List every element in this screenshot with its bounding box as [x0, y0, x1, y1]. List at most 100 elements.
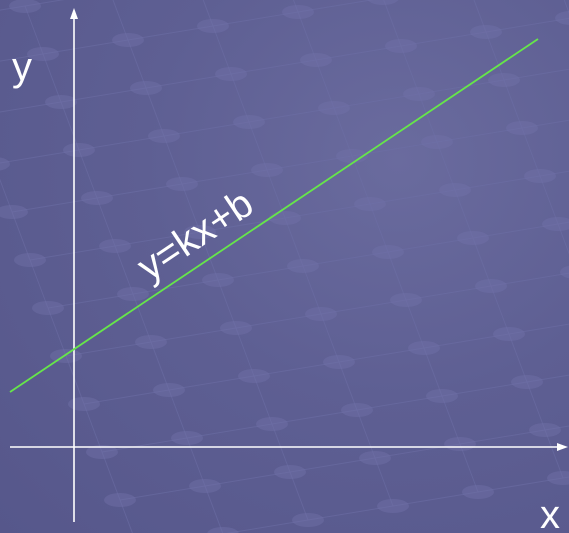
mesh-line: [521, 127, 541, 177]
mesh-node: [9, 0, 41, 13]
mesh-line: [544, 429, 564, 479]
mesh-line: [423, 347, 443, 397]
mesh-line: [212, 25, 232, 75]
mesh-node: [184, 225, 216, 239]
mesh-line: [387, 251, 407, 301]
mesh-line: [503, 79, 523, 129]
mesh-node: [99, 239, 131, 253]
mesh-line: [418, 93, 438, 143]
mesh-line: [11, 197, 98, 213]
mesh-node: [529, 423, 561, 437]
mesh-line: [119, 485, 206, 501]
mesh-line: [400, 45, 420, 95]
mesh-line: [485, 17, 569, 33]
mesh-line: [441, 381, 528, 397]
mesh-line: [230, 59, 317, 75]
mesh-line: [521, 119, 569, 129]
mesh-line: [490, 285, 510, 335]
mesh-line: [356, 409, 376, 459]
mesh-node: [359, 451, 391, 465]
mesh-line: [29, 259, 49, 309]
mesh-line: [0, 101, 62, 113]
mesh-line: [83, 403, 103, 453]
mesh-node: [148, 129, 180, 143]
mesh-line: [101, 451, 121, 501]
mesh-node: [274, 465, 306, 479]
mesh-line: [297, 11, 317, 61]
mesh-node: [63, 143, 95, 157]
mesh-node: [233, 115, 265, 129]
mesh-node: [171, 431, 203, 445]
mesh-line: [235, 327, 255, 377]
mesh-node: [166, 177, 198, 191]
mesh-line: [333, 93, 420, 109]
mesh-node: [336, 149, 368, 163]
mesh-line: [0, 178, 13, 213]
mesh-node: [256, 417, 288, 431]
mesh-line: [0, 53, 44, 62]
x-axis-label: x: [540, 493, 560, 533]
mesh-line: [526, 374, 569, 383]
mesh-line: [369, 203, 389, 253]
mesh-line: [24, 5, 44, 55]
mesh-line: [503, 68, 569, 81]
mesh-node: [68, 397, 100, 411]
mesh-node: [390, 293, 422, 307]
mesh-node: [130, 81, 162, 95]
mesh-line: [24, 0, 65, 7]
mesh-line: [423, 333, 510, 349]
mesh-line: [119, 499, 133, 533]
mesh-line: [235, 313, 322, 329]
mesh-line: [563, 0, 569, 15]
mesh-line: [47, 293, 134, 309]
mesh-node: [251, 163, 283, 177]
mesh-line: [83, 389, 170, 405]
mesh-line: [539, 170, 569, 177]
mesh-node: [269, 211, 301, 225]
mesh-line: [459, 429, 546, 445]
mesh-line: [315, 59, 335, 109]
mesh-line: [60, 101, 80, 151]
mesh-line: [132, 293, 152, 343]
mesh-node: [439, 183, 471, 197]
mesh-node: [444, 437, 476, 451]
mesh-line: [338, 347, 425, 363]
mesh-node: [104, 493, 136, 507]
mesh-line: [29, 245, 116, 261]
mesh-line: [557, 223, 569, 255]
mesh-line: [472, 223, 559, 239]
mesh-node: [318, 101, 350, 115]
mesh-line: [186, 423, 273, 439]
mesh-node: [421, 135, 453, 149]
mesh-line: [168, 389, 188, 439]
mesh-node: [408, 341, 440, 355]
mesh-node: [81, 191, 113, 205]
mesh-node: [488, 73, 520, 87]
mesh-line: [114, 231, 201, 247]
mesh-line: [0, 149, 80, 164]
mesh-node: [385, 39, 417, 53]
mesh-line: [508, 323, 569, 335]
mesh-node: [470, 25, 502, 39]
mesh-node: [45, 95, 77, 109]
mesh-line: [356, 395, 443, 411]
mesh-node: [475, 279, 507, 293]
y-axis-label: y: [12, 45, 32, 89]
mesh-line: [508, 333, 528, 383]
mesh-node: [282, 5, 314, 19]
mesh-line: [320, 299, 407, 315]
mesh-line: [369, 189, 456, 205]
mesh-line: [101, 437, 188, 453]
mesh-line: [459, 443, 479, 493]
mesh-line: [271, 423, 291, 473]
mesh-node: [207, 527, 239, 533]
mesh-line: [544, 425, 569, 431]
mesh-line: [248, 121, 268, 171]
mesh-line: [477, 477, 564, 493]
mesh-node: [189, 479, 221, 493]
mesh-node: [287, 259, 319, 273]
mesh-line: [248, 107, 335, 123]
mesh-line: [11, 211, 31, 261]
